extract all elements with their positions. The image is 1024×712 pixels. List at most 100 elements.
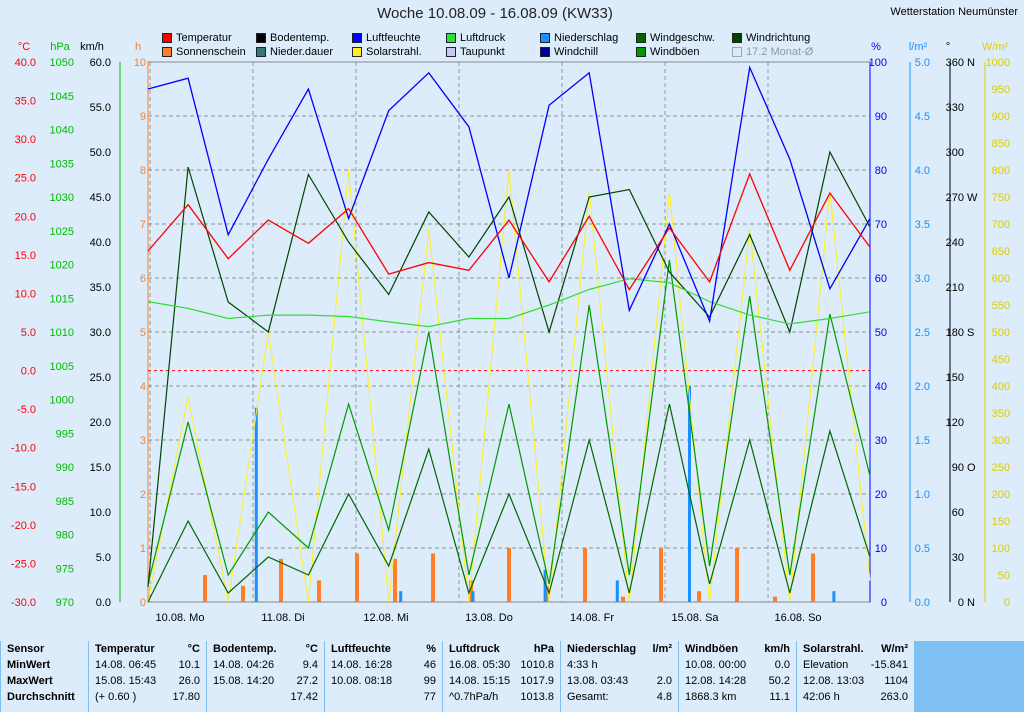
legend-label: Luftfeuchte [366,32,421,44]
legend-item: 17.2 Monat-Ø [732,46,813,58]
stats-column: Sensor MinWert MaxWert Durchschnitt [0,641,88,712]
wind-axis-tick: 25.0 [90,372,111,384]
legend-label: Windgeschw. [650,32,715,44]
legend-item: Taupunkt [446,46,505,58]
wind-axis-tick: 20.0 [90,417,111,429]
solar-axis-tick: 150 [992,516,1010,528]
stats-cell-label: 15.08. 15:43 [95,675,157,687]
humidity-axis-tick: 90 [875,111,887,123]
temp-axis-tick: -20.0 [11,520,36,532]
direction-axis-compass: N [967,597,975,609]
pressure-axis-tick: 980 [56,530,74,542]
temp-axis-tick: 10.0 [15,288,36,300]
series-line-luftdruck [147,278,871,328]
direction-axis-tick: 240 [946,237,964,249]
hours-axis-tick: 3 [140,435,146,447]
direction-axis-tick: 90 [952,462,964,474]
solar-axis-tick: 700 [992,219,1010,231]
stats-column: Windböen km/h 10.08. 00:00 0.0 12.08. 14:28 5… [678,641,796,712]
pressure-axis-unit: hPa [50,41,70,53]
stats-header: Bodentemp. [213,643,277,655]
direction-axis-tick: 60 [952,507,964,519]
pressure-axis-tick: 1050 [50,57,74,69]
temp-axis-tick: 35.0 [15,96,36,108]
temp-axis-tick: 40.0 [15,57,36,69]
bar-niederschlag [399,591,403,602]
stats-unit: % [426,643,436,655]
humidity-axis-tick: 100 [869,57,887,69]
stats-cell-label: ^0.7hPa/h [449,691,499,703]
stats-cell-label: (+ 0.60 ) [95,691,137,703]
solar-axis-tick: 500 [992,327,1010,339]
stats-cell-value: 46 [423,659,436,671]
stats-cell-label: 42:06 h [803,691,840,703]
temp-axis-unit: °C [18,41,30,53]
rain-axis-tick: 1.0 [915,489,930,501]
legend-label: 17.2 Monat-Ø [746,46,814,58]
stats-cell-value: 263.0 [880,691,908,703]
station-name: Wetterstation Neumünster [890,6,1018,18]
direction-axis-tick: 30 [952,552,964,564]
direction-axis-tick: 300 [946,147,964,159]
stats-cell-value: 99 [423,675,436,687]
stats-cell-label: 14.08. 15:15 [449,675,511,687]
bar-sonnenschein [735,548,739,602]
pressure-axis-tick: 985 [56,496,74,508]
bar-sonnenschein [317,580,321,602]
bar-niederschlag [615,580,619,602]
bar-sonnenschein [811,553,815,602]
direction-axis-compass: S [967,327,974,339]
legend-swatch [636,33,646,43]
stats-cell-value: 26.0 [178,675,200,687]
stats-column: Bodentemp. °C 14.08. 04:26 9.4 15.08. 14:20 2… [206,641,324,712]
legend-swatch [636,47,646,57]
stats-unit: km/h [764,643,790,655]
stats-column: Niederschlag l/m² 4:33 h 13.08. 03:43 2.0 Ges… [560,641,678,712]
direction-axis-tick: 360 [946,57,964,69]
direction-axis-compass: W [967,192,978,204]
legend-label: Niederschlag [554,32,619,44]
rain-axis-tick: 3.0 [915,273,930,285]
rain-axis-tick: 2.5 [915,327,930,339]
solar-axis-tick: 450 [992,354,1010,366]
solar-axis-tick: 1000 [986,57,1010,69]
stats-header: Temperatur [95,643,155,655]
chart-title: Woche 10.08.09 - 16.08.09 (KW33) [377,5,613,22]
bar-niederschlag [832,591,836,602]
bar-niederschlag [543,569,547,602]
series-line-luftfeuchte [147,65,871,324]
stats-cell-label: 10.08. 00:00 [685,659,747,671]
temp-axis-tick: -25.0 [11,558,36,570]
stats-cell-label: 10.08. 08:18 [331,675,393,687]
x-tick-label: 13.08. Do [465,612,513,624]
wind-axis-tick: 0.0 [96,597,111,609]
hours-axis-tick: 2 [140,489,146,501]
legend-item: Windgeschw. [636,32,715,44]
x-tick-label: 10.08. Mo [156,612,205,624]
pressure-axis-tick: 1035 [50,158,74,170]
legend-label: Nieder.dauer [270,46,333,58]
temp-axis-tick: 20.0 [15,211,36,223]
bar-sonnenschein [621,596,625,602]
legend-item: Windrichtung [732,32,810,44]
rain-axis-unit: l/m² [909,41,928,53]
hours-axis-tick: 7 [140,219,146,231]
humidity-axis-tick: 0 [881,597,887,609]
stats-cell-value: 10.1 [178,659,200,671]
solar-axis-tick: 650 [992,246,1010,258]
stats-cell-label: 12.08. 13:03 [803,675,865,687]
temp-axis-tick: -15.0 [11,481,36,493]
bar-sonnenschein [583,548,587,602]
hours-axis-tick: 9 [140,111,146,123]
legend-item: Windchill [540,46,598,58]
stats-cell-value: 17.80 [172,691,200,703]
direction-axis-tick: 0 [958,597,964,609]
x-tick-label: 12.08. Mi [363,612,408,624]
stats-cell-label: 12.08. 14:28 [685,675,747,687]
temp-axis-tick: 30.0 [15,134,36,146]
stats-column: Luftfeuchte% 14.08. 16:28 46 10.08. 08:18 99… [324,641,442,712]
humidity-axis-tick: 20 [875,489,887,501]
series-line-windrichtung [147,150,871,588]
humidity-axis-tick: 60 [875,273,887,285]
wind-axis-tick: 45.0 [90,192,111,204]
